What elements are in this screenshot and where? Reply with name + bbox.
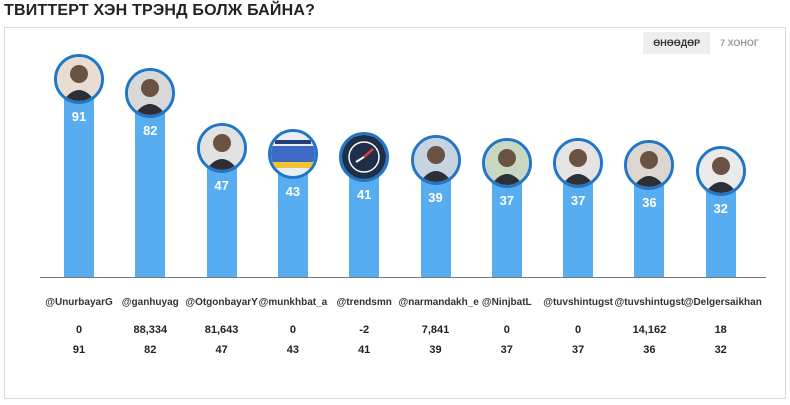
avatar-profile-photo-icon[interactable] (695, 146, 746, 196)
bar-value-label: 37 (570, 193, 586, 209)
twitter-handle[interactable]: @NinjbatL (481, 297, 532, 308)
bar-value-label: 41 (356, 186, 372, 202)
secondary-value: 14,162 (632, 324, 667, 336)
period-tabs: ӨНӨӨДӨР 7 ХОНОГ (643, 32, 769, 54)
twitter-handle[interactable]: @UnurbayarG (45, 297, 113, 308)
tab-today[interactable]: ӨНӨӨДӨР (643, 32, 711, 54)
twitter-handle[interactable]: @munkhbat_a (258, 297, 328, 308)
avatar-clock-icon[interactable] (339, 131, 390, 182)
score-value: 47 (215, 344, 228, 356)
avatar-profile-photo-icon[interactable] (410, 135, 461, 186)
secondary-value: 81,643 (204, 324, 239, 336)
chart-bar (64, 92, 94, 277)
bar-value-label: 37 (499, 193, 515, 209)
score-value: 37 (571, 344, 585, 356)
bar-value-label: 43 (285, 183, 301, 199)
tab-week[interactable]: 7 ХОНОГ (720, 38, 759, 48)
score-value: 37 (500, 344, 513, 356)
twitter-handle[interactable]: @narmandakh_e (398, 297, 479, 308)
score-value: 39 (429, 344, 442, 356)
bar-value-label: 82 (143, 123, 158, 139)
twitter-handle[interactable]: @OtgonbayarY (185, 297, 258, 308)
chart-panel (4, 27, 786, 399)
chart-bar (634, 177, 665, 277)
bar-value-label: 32 (713, 201, 728, 216)
score-value: 91 (72, 344, 86, 356)
chart-bar (705, 184, 736, 277)
chart-bar (349, 169, 380, 277)
twitter-handle[interactable]: @tuvshintugst (614, 297, 685, 308)
avatar-profile-photo-icon[interactable] (481, 138, 532, 189)
secondary-value: -2 (359, 324, 370, 336)
chart-bar (420, 173, 451, 277)
chart-baseline (40, 277, 766, 278)
score-value: 82 (144, 344, 157, 356)
score-value: 36 (643, 344, 656, 356)
bar-value-label: 91 (71, 109, 87, 124)
twitter-handle[interactable]: @ganhuyag (121, 297, 179, 308)
secondary-value: 0 (575, 324, 582, 336)
page-title: ТВИТТЕРТ ХЭН ТРЭНД БОЛЖ БАЙНА? (4, 2, 316, 19)
chart-bar (135, 106, 166, 277)
secondary-value: 0 (289, 324, 296, 336)
chart-bar (206, 160, 237, 277)
score-value: 43 (286, 344, 300, 356)
secondary-value: 0 (75, 324, 83, 336)
secondary-value: 7,841 (421, 324, 450, 336)
avatar-profile-photo-icon[interactable] (624, 139, 675, 190)
twitter-handle[interactable]: @tuvshintugst (543, 297, 613, 308)
secondary-value: 18 (714, 324, 727, 336)
chart-bar (491, 176, 522, 277)
bar-value-label: 47 (214, 177, 229, 193)
twitter-handle[interactable]: @trendsmn (336, 297, 392, 308)
avatar-profile-photo-icon[interactable] (125, 68, 176, 119)
secondary-value: 88,334 (133, 324, 168, 336)
avatar-profile-photo-icon[interactable] (196, 122, 247, 173)
score-value: 41 (358, 344, 371, 356)
avatar-logo-icon[interactable] (267, 128, 318, 179)
chart-bar (563, 176, 594, 277)
chart-bar (277, 166, 308, 277)
bar-value-label: 39 (428, 190, 443, 206)
twitter-handle[interactable]: @Delgersaikhan (683, 297, 762, 308)
score-value: 32 (714, 344, 727, 356)
bar-value-label: 36 (642, 194, 657, 210)
avatar-profile-photo-icon[interactable] (54, 54, 104, 104)
avatar-profile-photo-icon[interactable] (553, 138, 604, 189)
secondary-value: 0 (503, 324, 510, 336)
